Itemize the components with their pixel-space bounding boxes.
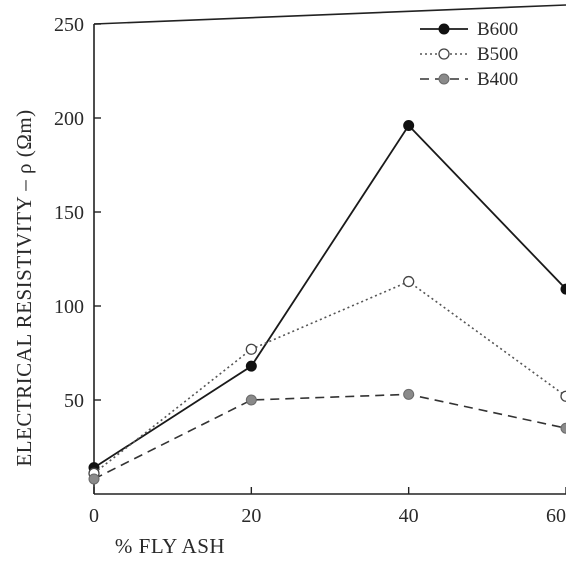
legend-item-b400: B400 bbox=[420, 69, 518, 90]
y-tick-label: 100 bbox=[54, 296, 84, 318]
legend-marker bbox=[438, 23, 450, 35]
series-layer bbox=[88, 120, 566, 485]
legend-marker bbox=[438, 48, 450, 60]
legend-marker bbox=[438, 73, 450, 85]
legend: B600 B500 B400 bbox=[420, 19, 518, 90]
series-line-b600 bbox=[93, 124, 566, 469]
legend-item-b600: B600 bbox=[420, 19, 518, 40]
legend-item-b500: B500 bbox=[420, 44, 518, 65]
data-point-b600 bbox=[403, 120, 415, 132]
series-line-b500 bbox=[93, 280, 566, 474]
data-point-b400 bbox=[88, 473, 100, 485]
data-point-b600 bbox=[245, 360, 257, 372]
data-point-b500 bbox=[403, 275, 415, 288]
y-tick-label: 200 bbox=[54, 108, 84, 130]
ticks: 0 20 40 60 50 100 150 200 250 bbox=[54, 14, 566, 527]
x-tick-label: 20 bbox=[241, 505, 261, 527]
data-point-b400 bbox=[560, 422, 566, 434]
series-b400 bbox=[88, 388, 566, 485]
data-point-b400 bbox=[245, 394, 257, 406]
y-tick-label: 250 bbox=[54, 14, 84, 36]
series-b500 bbox=[88, 275, 566, 479]
series-line-b400 bbox=[93, 393, 566, 480]
legend-label: B600 bbox=[477, 19, 518, 40]
x-tick-label: 0 bbox=[89, 505, 99, 527]
legend-label: B400 bbox=[477, 69, 518, 90]
data-point-b400 bbox=[403, 388, 415, 400]
data-point-b600 bbox=[560, 283, 566, 295]
legend-label: B500 bbox=[477, 44, 518, 65]
top-frame-line bbox=[93, 4, 566, 25]
x-tick-label: 40 bbox=[399, 505, 419, 527]
y-tick-label: 150 bbox=[54, 202, 84, 224]
data-point-b500 bbox=[245, 343, 257, 355]
y-tick-label: 50 bbox=[64, 390, 84, 412]
x-tick-label: 60 bbox=[546, 505, 566, 527]
data-point-b500 bbox=[560, 390, 566, 402]
x-axis-title: % FLY ASH bbox=[115, 534, 225, 558]
y-axis-title: ELECTRICAL RESISTIVITY – ρ (Ωm) bbox=[12, 109, 36, 466]
